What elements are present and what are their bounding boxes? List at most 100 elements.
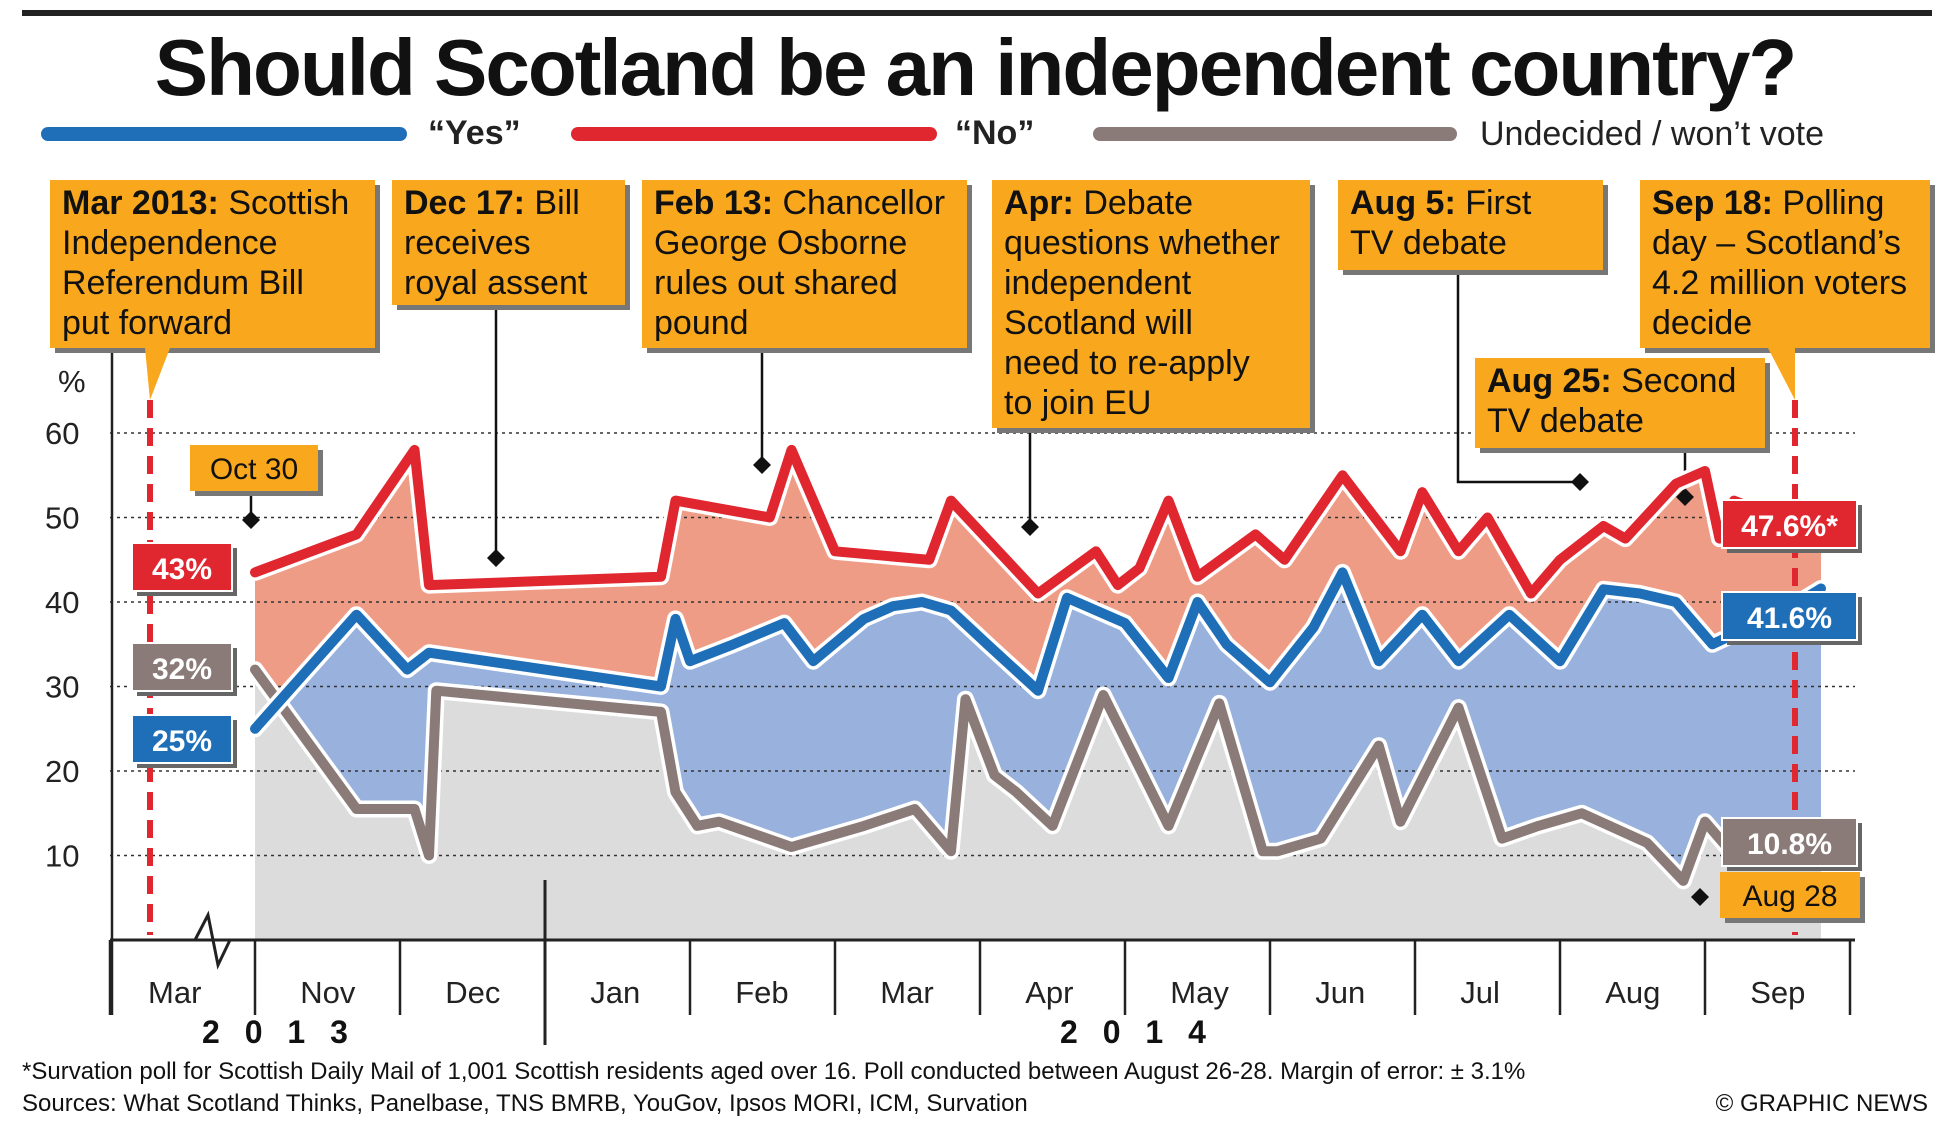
annotation-date: Aug 25: — [1487, 362, 1612, 400]
diamond-marker — [753, 456, 771, 474]
annotation-text: Dec 17: Bill receives royal assent — [404, 184, 588, 302]
x-tick-label: Sep — [1750, 975, 1805, 1010]
value-label-text: 25% — [152, 725, 212, 758]
annotation-line: Independence — [62, 224, 278, 262]
diamond-marker — [1691, 888, 1709, 906]
annotation-line: royal assent — [404, 264, 588, 302]
annotation-tail — [145, 348, 170, 400]
annotation-line: decide — [1652, 304, 1752, 342]
tag-oct30: Oct 30 — [190, 445, 323, 496]
diamond-marker — [1571, 473, 1589, 491]
end-label-yes: 41.6% — [1721, 591, 1862, 645]
legend-label-no: “No” — [955, 114, 1034, 152]
value-label-text: 10.8% — [1747, 828, 1832, 861]
legend-label-undecided: Undecided / won’t vote — [1480, 115, 1824, 153]
value-label-box — [131, 542, 233, 592]
annotation-line: First — [1456, 184, 1532, 222]
tag-box — [1720, 872, 1860, 918]
annotation-2: Feb 13: Chancellor George Osborne rules ou… — [642, 180, 972, 353]
series-line-yes — [250, 567, 1826, 734]
year-label-2014: 2 0 1 4 — [1060, 1014, 1214, 1050]
legend-label-yes: “Yes” — [428, 114, 521, 152]
annotation-line: Referendum Bill — [62, 264, 304, 302]
value-label-text: 43% — [152, 553, 212, 586]
annotation-line: 4.2 million voters — [1652, 264, 1907, 302]
series-lines — [246, 441, 1830, 890]
annotation-date: Sep 18: — [1652, 184, 1773, 222]
sources: Sources: What Scotland Thinks, Panelbase… — [22, 1090, 1028, 1117]
value-label-box — [131, 714, 233, 764]
x-tick-label: Nov — [300, 975, 356, 1010]
annotation-text: Aug 25: Second TV debate — [1487, 362, 1736, 440]
annotation-line: Debate — [1074, 184, 1193, 222]
series-line-undecided — [250, 664, 1826, 886]
diamond-marker — [242, 511, 260, 529]
annotation-box — [392, 180, 625, 305]
annotation-4: Aug 5: First TV debate — [1338, 180, 1608, 275]
annotation-line: Polling — [1773, 184, 1885, 222]
annotation-line: Chancellor — [773, 184, 945, 222]
annotation-line: Bill — [525, 184, 580, 222]
annotation-line: TV debate — [1350, 224, 1507, 262]
x-tick-label: Jul — [1460, 975, 1500, 1010]
value-label-text: 47.6%* — [1741, 510, 1838, 543]
x-tick-label: Feb — [735, 975, 788, 1010]
end-label-undecided: 10.8% — [1721, 817, 1862, 871]
y-tick-label: 50 — [45, 501, 79, 536]
top-rule — [22, 10, 1932, 16]
legend: “Yes” “No” Undecided / won’t vote — [41, 114, 1824, 153]
annotation-box — [992, 180, 1310, 428]
diamond-marker — [1676, 488, 1694, 506]
x-tick-label: Mar — [148, 975, 201, 1010]
value-label-box — [131, 642, 233, 692]
annotation-line: rules out shared — [654, 264, 898, 302]
y-tick-label: 30 — [45, 670, 79, 705]
diamond-marker — [1021, 518, 1039, 536]
annotation-boxes: Mar 2013: Scottish Independence Referendum… — [50, 180, 1935, 923]
start-label-no: 43% — [131, 542, 237, 596]
value-label-text: 41.6% — [1747, 602, 1832, 635]
series-line-no — [250, 444, 1826, 599]
y-tick-label: 40 — [45, 585, 79, 620]
annotation-line: to join EU — [1004, 384, 1151, 422]
x-tick-label: May — [1170, 975, 1229, 1010]
value-label-box — [1721, 591, 1858, 641]
y-axis-unit: % — [58, 364, 86, 399]
start-label-yes: 25% — [131, 714, 237, 768]
annotation-line: George Osborne — [654, 224, 907, 262]
annotation-line: Scottish — [219, 184, 349, 222]
x-tick-label: Jun — [1315, 975, 1365, 1010]
tag-text: Aug 28 — [1742, 880, 1837, 913]
value-labels: 43% 32% 25% 47.6%* 41.6% 10.8% — [131, 499, 1862, 871]
annotation-date: Mar 2013: — [62, 184, 219, 222]
y-tick-label: 20 — [45, 754, 79, 789]
annotation-text: Aug 5: First TV debate — [1350, 184, 1532, 262]
x-axis: 2 0 1 3 2 0 1 4 Mar Nov Dec Jan Feb Mar Apr May… — [108, 345, 1855, 1050]
tag-text: Oct 30 — [210, 453, 298, 486]
x-tick-label: Dec — [445, 975, 500, 1010]
annotation-line: Second — [1612, 362, 1737, 400]
x-tick-label: Mar — [880, 975, 933, 1010]
annotation-line: day – Scotland’s — [1652, 224, 1901, 262]
end-label-no: 47.6%* — [1721, 499, 1862, 553]
annotation-date: Apr: — [1004, 184, 1074, 222]
annotation-text: Sep 18: Polling day – Scotland’s 4.2 milli… — [1652, 184, 1907, 342]
annotation-box — [1475, 358, 1765, 448]
annotation-line: pound — [654, 304, 749, 342]
chart-title: Should Scotland be an independent countr… — [155, 23, 1796, 112]
annotation-box — [1640, 180, 1930, 348]
annotation-5: Sep 18: Polling day – Scotland’s 4.2 milli… — [1640, 180, 1935, 400]
area-undecided — [255, 669, 1821, 940]
annotation-1: Dec 17: Bill receives royal assent — [392, 180, 630, 310]
annotation-line: independent — [1004, 264, 1192, 302]
start-label-undecided: 32% — [131, 642, 237, 696]
annotation-line: put forward — [62, 304, 232, 342]
annotation-date: Feb 13: — [654, 184, 773, 222]
annotation-text: Apr: Debate questions whether independent S… — [1004, 184, 1280, 422]
diamond-marker — [487, 549, 505, 567]
annotation-line: TV debate — [1487, 402, 1644, 440]
annotation-line: need to re-apply — [1004, 344, 1250, 382]
annotation-0: Mar 2013: Scottish Independence Referendum… — [50, 180, 380, 400]
axis-break — [193, 910, 232, 970]
annotation-3: Apr: Debate questions whether independent S… — [992, 180, 1315, 433]
